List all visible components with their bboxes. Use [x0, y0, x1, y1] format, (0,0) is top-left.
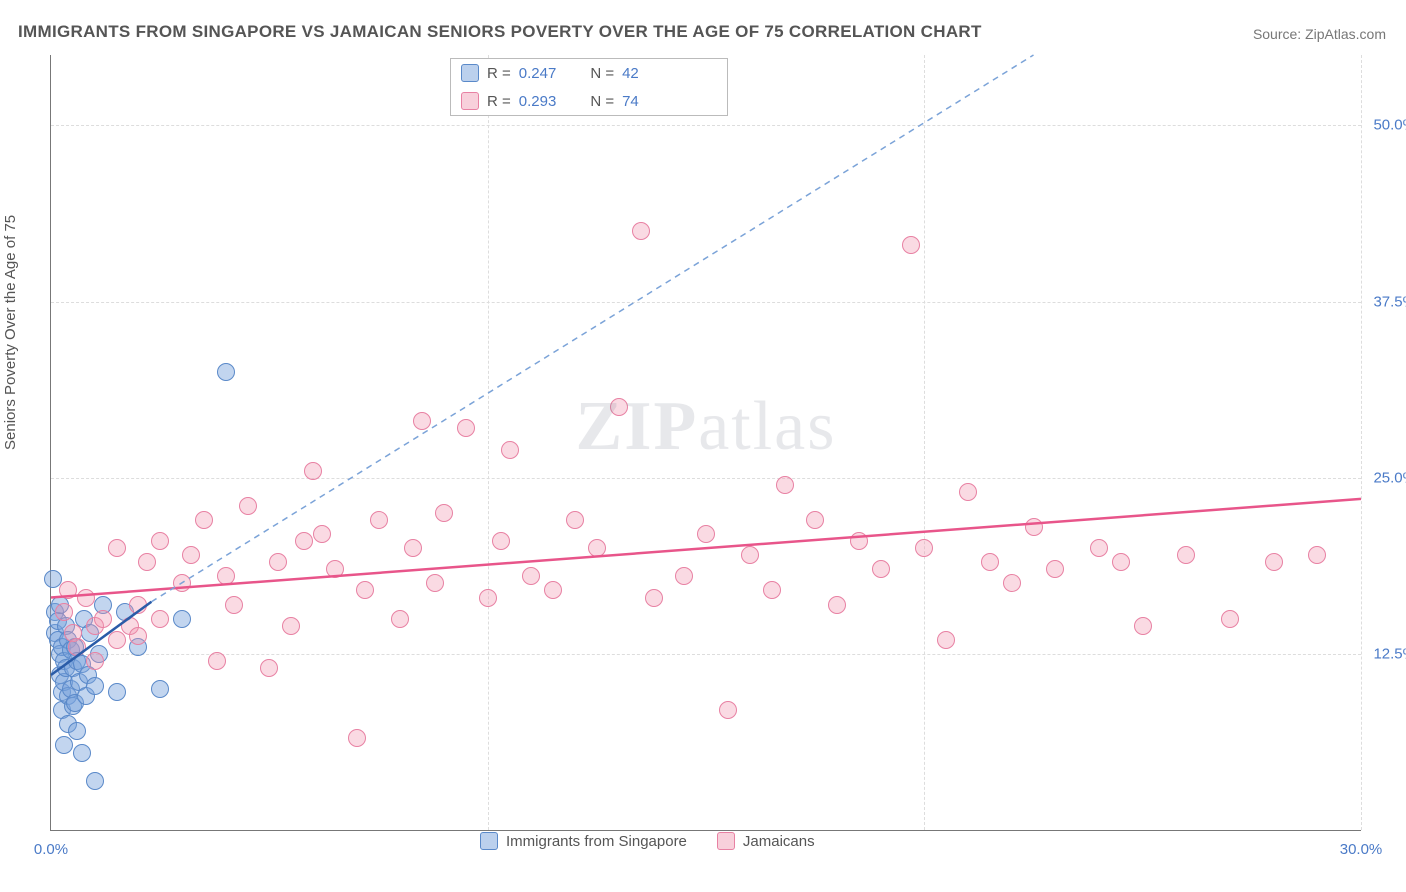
y-tick-label: 25.0%	[1366, 469, 1406, 486]
legend-row-pink: R = 0.293 N = 74	[451, 87, 727, 115]
y-tick-label: 12.5%	[1366, 645, 1406, 662]
legend-bottom: Immigrants from Singapore Jamaicans	[480, 832, 815, 850]
y-tick-label: 37.5%	[1366, 293, 1406, 310]
r-label: R =	[487, 65, 511, 82]
trend-line-dashed	[151, 55, 1033, 602]
n-value: 74	[622, 93, 639, 110]
legend-row-blue: R = 0.247 N = 42	[451, 59, 727, 87]
legend-label: Jamaicans	[743, 833, 815, 850]
legend-correlation-box: R = 0.247 N = 42 R = 0.293 N = 74	[450, 58, 728, 116]
swatch-blue-icon	[480, 832, 498, 850]
plot-area: ZIPatlas 12.5%25.0%37.5%50.0%0.0%30.0%	[50, 55, 1361, 831]
trend-line-solid	[51, 499, 1361, 598]
legend-label: Immigrants from Singapore	[506, 833, 687, 850]
x-tick-label: 30.0%	[1340, 841, 1383, 858]
n-label: N =	[590, 65, 614, 82]
gridline-v	[1361, 55, 1362, 830]
trend-lines-svg	[51, 55, 1361, 830]
y-tick-label: 50.0%	[1366, 117, 1406, 134]
legend-item-jamaicans: Jamaicans	[717, 832, 815, 850]
y-axis-label: Seniors Poverty Over the Age of 75	[2, 215, 19, 450]
n-value: 42	[622, 65, 639, 82]
x-tick-label: 0.0%	[34, 841, 68, 858]
chart-title: IMMIGRANTS FROM SINGAPORE VS JAMAICAN SE…	[18, 22, 982, 42]
source-label: Source: ZipAtlas.com	[1253, 26, 1386, 42]
swatch-pink-icon	[461, 92, 479, 110]
r-value: 0.247	[519, 65, 557, 82]
trend-line-solid	[51, 602, 151, 675]
n-label: N =	[590, 93, 614, 110]
swatch-blue-icon	[461, 64, 479, 82]
legend-item-singapore: Immigrants from Singapore	[480, 832, 687, 850]
r-value: 0.293	[519, 93, 557, 110]
r-label: R =	[487, 93, 511, 110]
swatch-pink-icon	[717, 832, 735, 850]
